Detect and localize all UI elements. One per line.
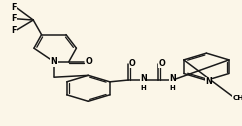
Text: O: O: [129, 58, 136, 68]
Text: O: O: [85, 57, 92, 66]
Text: F: F: [12, 3, 17, 12]
Text: N: N: [51, 57, 58, 66]
Text: N: N: [169, 74, 176, 83]
Text: F: F: [12, 26, 17, 35]
Text: H: H: [140, 85, 146, 91]
Text: O: O: [159, 58, 165, 68]
Text: N: N: [205, 77, 212, 86]
Text: N: N: [140, 74, 147, 83]
Text: H: H: [170, 85, 176, 91]
Text: CH₃: CH₃: [232, 95, 242, 101]
Text: F: F: [12, 14, 17, 23]
